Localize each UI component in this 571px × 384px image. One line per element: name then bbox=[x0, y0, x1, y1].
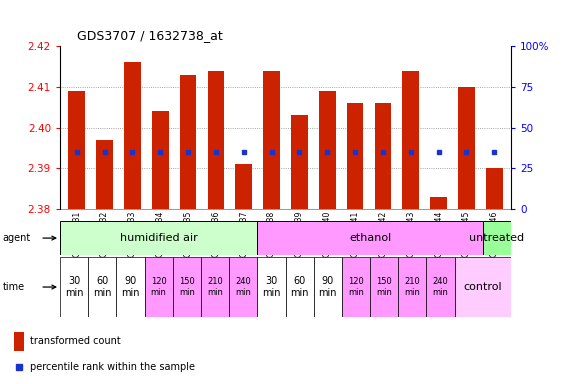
Bar bbox=[201, 257, 229, 317]
Bar bbox=[313, 257, 342, 317]
Bar bbox=[455, 257, 511, 317]
Bar bbox=[370, 257, 399, 317]
Bar bbox=[399, 257, 427, 317]
Bar bbox=[60, 257, 88, 317]
Bar bbox=[229, 257, 258, 317]
Bar bbox=[60, 221, 258, 255]
Text: 210
min: 210 min bbox=[207, 277, 223, 297]
Text: 60
min: 60 min bbox=[93, 276, 111, 298]
Text: 210
min: 210 min bbox=[404, 277, 420, 297]
Text: 30
min: 30 min bbox=[65, 276, 83, 298]
Text: 240
min: 240 min bbox=[235, 277, 251, 297]
Bar bbox=[173, 257, 201, 317]
Text: 90
min: 90 min bbox=[121, 276, 140, 298]
Bar bbox=[483, 221, 511, 255]
Bar bbox=[263, 71, 280, 209]
Bar bbox=[96, 140, 113, 209]
Bar bbox=[291, 116, 308, 209]
Text: 120
min: 120 min bbox=[348, 277, 364, 297]
Text: control: control bbox=[464, 282, 502, 292]
Bar bbox=[403, 71, 419, 209]
Text: humidified air: humidified air bbox=[120, 233, 198, 243]
Bar bbox=[375, 103, 391, 209]
Text: 30
min: 30 min bbox=[262, 276, 281, 298]
Bar bbox=[347, 103, 364, 209]
Text: agent: agent bbox=[3, 233, 31, 243]
Bar bbox=[427, 257, 455, 317]
Bar bbox=[458, 87, 475, 209]
Bar bbox=[319, 91, 336, 209]
Text: time: time bbox=[3, 282, 25, 292]
Text: ethanol: ethanol bbox=[349, 233, 391, 243]
Text: 60
min: 60 min bbox=[290, 276, 309, 298]
Bar bbox=[124, 63, 140, 209]
Bar bbox=[431, 197, 447, 209]
Bar bbox=[88, 257, 116, 317]
Text: untreated: untreated bbox=[469, 233, 525, 243]
Bar bbox=[14, 332, 24, 351]
Text: percentile rank within the sample: percentile rank within the sample bbox=[30, 362, 195, 372]
Text: 150
min: 150 min bbox=[376, 277, 392, 297]
Text: GDS3707 / 1632738_at: GDS3707 / 1632738_at bbox=[77, 29, 223, 42]
Bar bbox=[342, 257, 370, 317]
Bar bbox=[144, 257, 173, 317]
Bar bbox=[69, 91, 85, 209]
Text: 150
min: 150 min bbox=[179, 277, 195, 297]
Bar bbox=[116, 257, 144, 317]
Bar bbox=[286, 257, 313, 317]
Bar bbox=[152, 111, 168, 209]
Bar bbox=[258, 257, 286, 317]
Bar bbox=[486, 169, 502, 209]
Text: 90
min: 90 min bbox=[319, 276, 337, 298]
Bar bbox=[207, 71, 224, 209]
Bar bbox=[258, 221, 483, 255]
Bar bbox=[235, 164, 252, 209]
Text: 240
min: 240 min bbox=[433, 277, 448, 297]
Bar bbox=[180, 74, 196, 209]
Text: 120
min: 120 min bbox=[151, 277, 167, 297]
Text: transformed count: transformed count bbox=[30, 336, 120, 346]
